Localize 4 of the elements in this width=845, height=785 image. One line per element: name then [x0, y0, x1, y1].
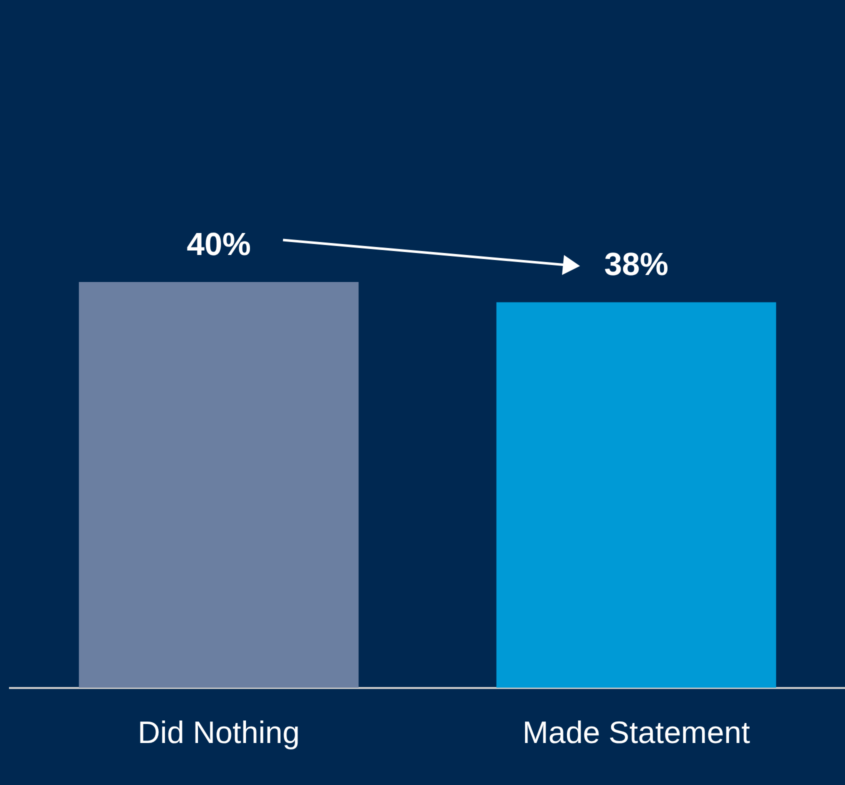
x-tick-label: Made Statement [522, 714, 750, 750]
data-label: 40% [186, 226, 251, 262]
x-tick-label: Did Nothing [138, 714, 300, 750]
data-label: 38% [604, 246, 668, 282]
